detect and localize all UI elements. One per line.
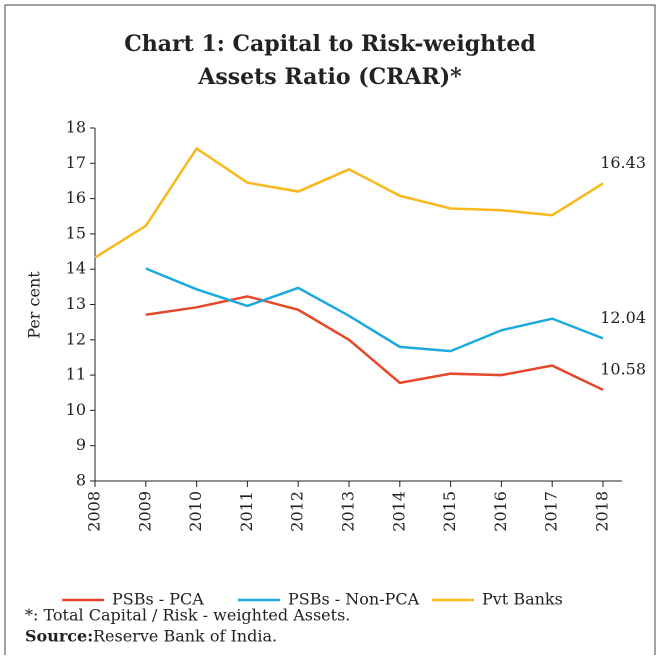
- line: [94, 146, 604, 259]
- y-tick-label: 11: [66, 365, 86, 384]
- legend-label: PSBs - PCA: [112, 590, 204, 609]
- x-tick-label: 2012: [288, 491, 307, 532]
- chart-title: Assets Ratio (CRAR)*: [197, 64, 462, 90]
- y-tick-label: 13: [66, 294, 86, 313]
- source-text: Reserve Bank of India.: [93, 627, 277, 646]
- data-label: 12.04: [600, 308, 646, 327]
- chart-title: Chart 1: Capital to Risk-weighted: [124, 31, 535, 57]
- source-label: Source:: [25, 627, 93, 646]
- y-tick-label: 12: [66, 329, 86, 348]
- x-tick-label: 2015: [440, 491, 459, 532]
- y-tick-label: 9: [76, 435, 86, 454]
- line: [145, 267, 604, 353]
- y-tick-label: 15: [66, 223, 86, 242]
- x-tick-label: 2008: [85, 491, 104, 532]
- footnote: *: Total Capital / Risk - weighted Asset…: [25, 606, 350, 625]
- legend-label: PSBs - Non-PCA: [288, 590, 420, 609]
- y-tick-label: 8: [76, 471, 86, 490]
- x-tick-label: 2013: [339, 491, 358, 532]
- x-tick-label: 2014: [389, 491, 408, 532]
- y-tick-label: 18: [66, 118, 86, 137]
- y-tick-label: 17: [66, 153, 86, 172]
- x-tick-label: 2016: [491, 491, 510, 532]
- x-tick-label: 2009: [135, 491, 154, 532]
- x-tick-label: 2017: [542, 491, 561, 532]
- y-tick-label: 16: [66, 188, 86, 207]
- x-tick-label: 2010: [186, 491, 205, 532]
- y-axis-label: Per cent: [25, 271, 44, 339]
- legend-label: Pvt Banks: [482, 590, 563, 609]
- y-tick-label: 10: [66, 400, 86, 419]
- data-label: 16.43: [600, 153, 646, 172]
- x-tick-label: 2018: [593, 491, 612, 532]
- y-tick-label: 14: [66, 259, 86, 278]
- frame: [4, 4, 656, 655]
- data-label: 10.58: [600, 359, 646, 378]
- x-tick-label: 2011: [237, 491, 256, 532]
- line: [145, 295, 604, 392]
